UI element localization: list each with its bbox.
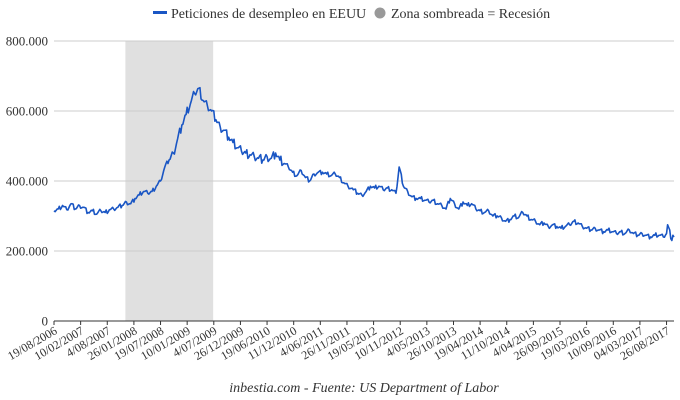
legend: Peticiones de desempleo en EEUU Zona som…	[153, 7, 550, 22]
legend-shade-label: Zona sombreada = Recesión	[391, 7, 550, 22]
y-tick-label: 600.000	[6, 104, 48, 119]
gridlines	[54, 40, 674, 322]
x-axis-ticks: 19/08/200610/02/20074/08/200726/01/20081…	[5, 321, 672, 363]
legend-shade-dot	[374, 7, 386, 19]
series-layer	[53, 86, 675, 242]
source-caption: inbestia.com - Fuente: US Department of …	[229, 381, 499, 396]
y-tick-label: 0	[42, 314, 49, 329]
legend-series-swatch	[153, 11, 167, 14]
y-axis-ticks: 0 200.000 400.000 600.000 800.000	[6, 34, 48, 329]
y-tick-label: 400.000	[6, 174, 48, 189]
y-tick-label: 800.000	[6, 34, 48, 49]
series-line	[53, 86, 675, 242]
y-tick-label: 200.000	[6, 244, 48, 259]
legend-series-label: Peticiones de desempleo en EEUU	[171, 7, 366, 22]
